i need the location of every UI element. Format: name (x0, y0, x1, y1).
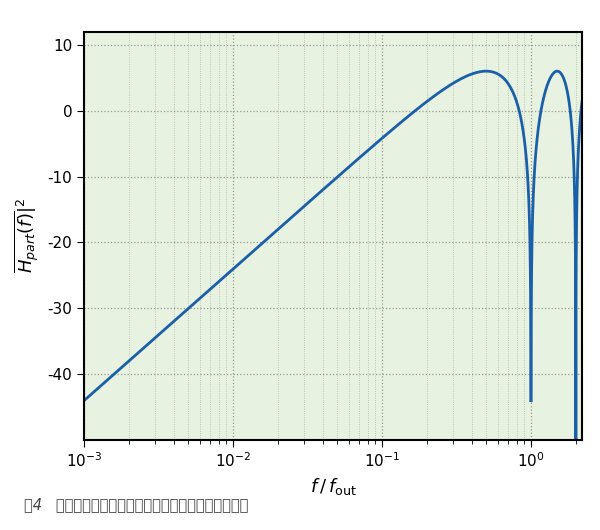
Text: 图4   将相位噪声与周期抖动关联在一起的滤波器响应谱: 图4 将相位噪声与周期抖动关联在一起的滤波器响应谱 (24, 497, 248, 512)
X-axis label: $f\,/\,f_{\rm out}$: $f\,/\,f_{\rm out}$ (310, 476, 356, 497)
Y-axis label: $\overline{H_{part}(f)}|^2$: $\overline{H_{part}(f)}|^2$ (13, 198, 40, 273)
